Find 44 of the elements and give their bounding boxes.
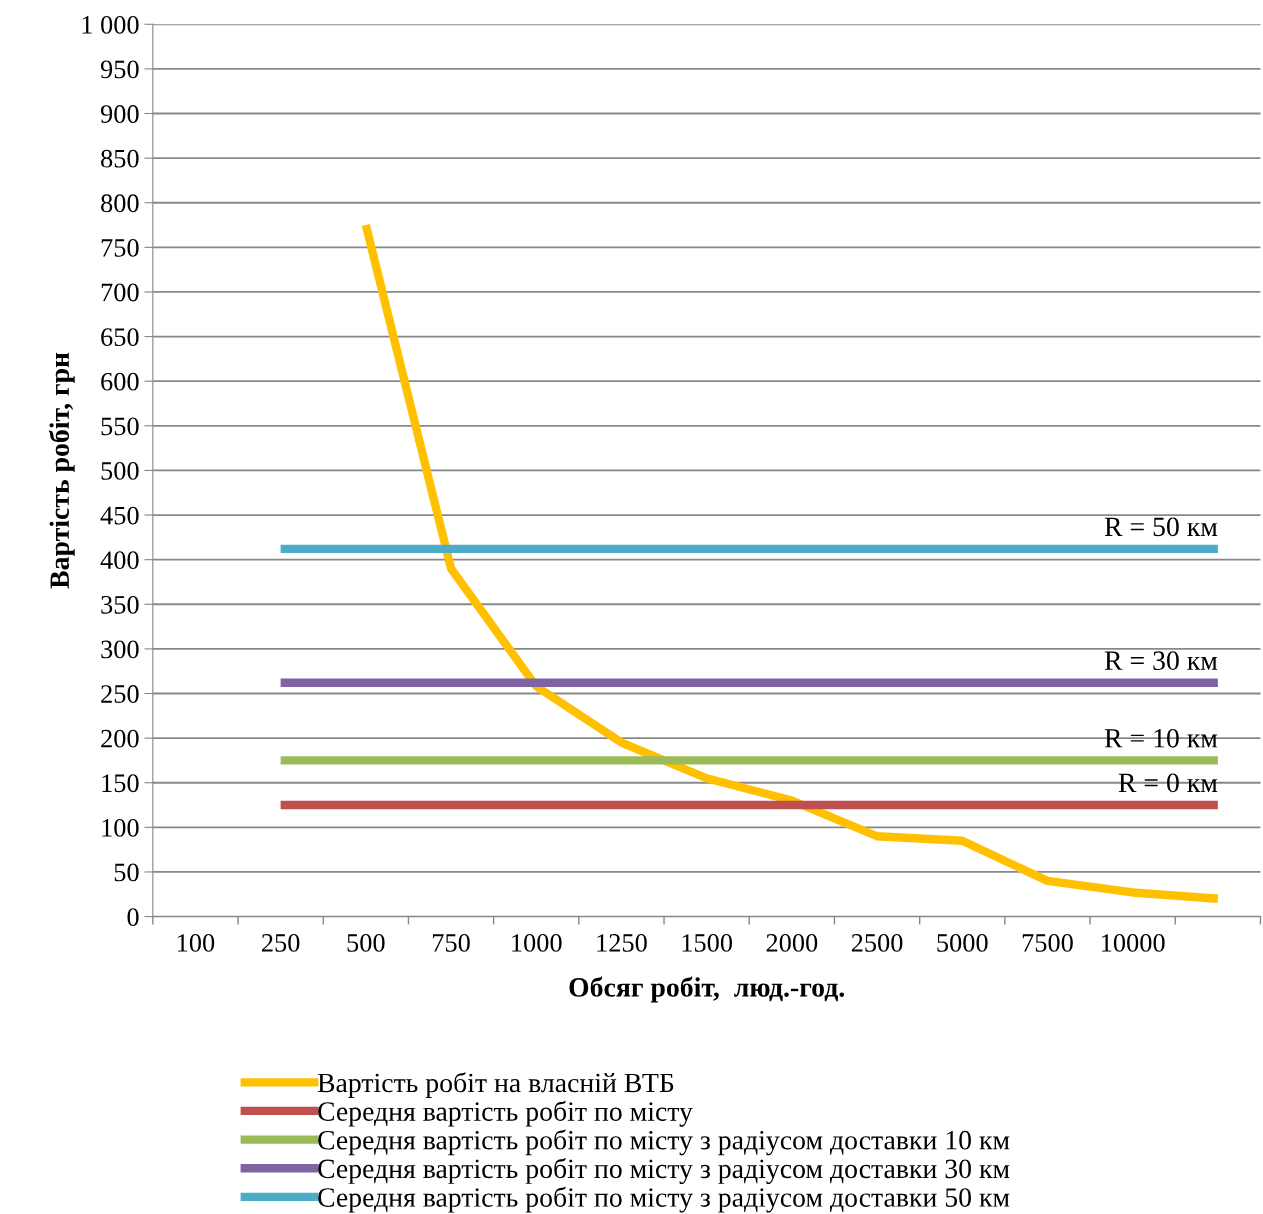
y-tick-label: 150 <box>102 774 139 793</box>
legend-label: Середня вартість робіт по місту з радіусом доставки 50 км <box>318 1186 1010 1213</box>
x-tick-label: 10000 <box>1102 934 1165 952</box>
x-tick-label: 2000 <box>766 934 818 952</box>
annotation: R = 10 км <box>1104 728 1218 748</box>
legend-label: Вартість робіт на власній ВТБ <box>317 1072 674 1098</box>
x-tick-label: 1250 <box>597 934 647 952</box>
x-tick-label: 1500 <box>682 934 733 952</box>
y-tick-label: 800 <box>101 194 139 213</box>
y-tick-label: 600 <box>101 372 139 391</box>
y-tick-label: 1 000 <box>82 15 139 34</box>
x-tick-label: 1000 <box>512 934 562 952</box>
y-tick-label: 0 <box>127 908 139 926</box>
y-tick-label: 950 <box>100 60 139 79</box>
x-tick-label: 5000 <box>937 934 988 952</box>
x-axis-title: Обсяг робіт, люд.-год. <box>569 976 845 1003</box>
y-tick-label: 500 <box>101 462 139 480</box>
y-tick-label: 900 <box>100 105 139 123</box>
x-tick-label: 100 <box>177 934 215 952</box>
y-tick-label: 850 <box>101 149 139 168</box>
y-axis-title: Вартість робіт, грн <box>48 352 75 589</box>
x-tick-label: 7500 <box>1022 934 1073 952</box>
annotation: R = 50 км <box>1104 517 1218 537</box>
x-tick-label: 250 <box>262 934 300 952</box>
y-tick-label: 100 <box>102 818 139 837</box>
legend-label: Середня вартість робіт по місту з радіусом доставки 10 км <box>318 1129 1010 1156</box>
y-tick-label: 250 <box>101 685 139 703</box>
y-tick-label: 200 <box>101 729 139 748</box>
legend-label: Середня вартість робіт по місту <box>318 1100 693 1127</box>
y-tick-label: 50 <box>114 863 139 882</box>
annotation: R = 30 км <box>1104 651 1218 671</box>
y-tick-label: 450 <box>100 506 139 525</box>
y-tick-label: 350 <box>101 595 139 614</box>
y-tick-label: 750 <box>101 238 139 257</box>
y-tick-label: 550 <box>101 417 139 436</box>
y-tick-label: 400 <box>100 551 139 570</box>
x-tick-label: 750 <box>432 934 470 952</box>
y-tick-label: 650 <box>101 328 139 346</box>
legend-label: Середня вартість робіт по місту з радіусом доставки 30 км <box>318 1158 1010 1184</box>
x-tick-label: 2500 <box>851 934 903 952</box>
x-tick-label: 500 <box>347 934 385 952</box>
y-tick-label: 300 <box>101 640 139 659</box>
y-tick-label: 700 <box>101 283 139 302</box>
annotation: R = 0 км <box>1118 773 1218 793</box>
